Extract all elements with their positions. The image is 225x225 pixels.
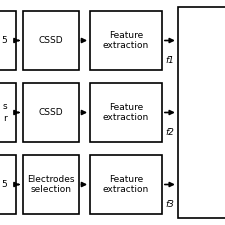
Bar — [90, 11, 162, 70]
Bar — [178, 7, 225, 218]
Text: f1: f1 — [165, 56, 174, 65]
Bar — [0, 11, 16, 70]
Text: Feature
extraction: Feature extraction — [103, 175, 149, 194]
Text: s: s — [2, 102, 7, 111]
Text: Feature
extraction: Feature extraction — [103, 103, 149, 122]
Text: 5: 5 — [2, 36, 7, 45]
Bar — [22, 83, 79, 142]
Bar — [0, 83, 16, 142]
Bar — [0, 155, 16, 214]
Text: Electrodes
selection: Electrodes selection — [27, 175, 74, 194]
Text: f3: f3 — [165, 200, 174, 209]
Text: Feature
extraction: Feature extraction — [103, 31, 149, 50]
Text: CSSD: CSSD — [38, 108, 63, 117]
Text: CSSD: CSSD — [38, 36, 63, 45]
Bar — [22, 155, 79, 214]
Bar — [90, 83, 162, 142]
Text: f2: f2 — [165, 128, 174, 137]
Bar — [22, 11, 79, 70]
Text: 5: 5 — [2, 180, 7, 189]
Bar — [90, 155, 162, 214]
Text: r: r — [3, 114, 6, 123]
